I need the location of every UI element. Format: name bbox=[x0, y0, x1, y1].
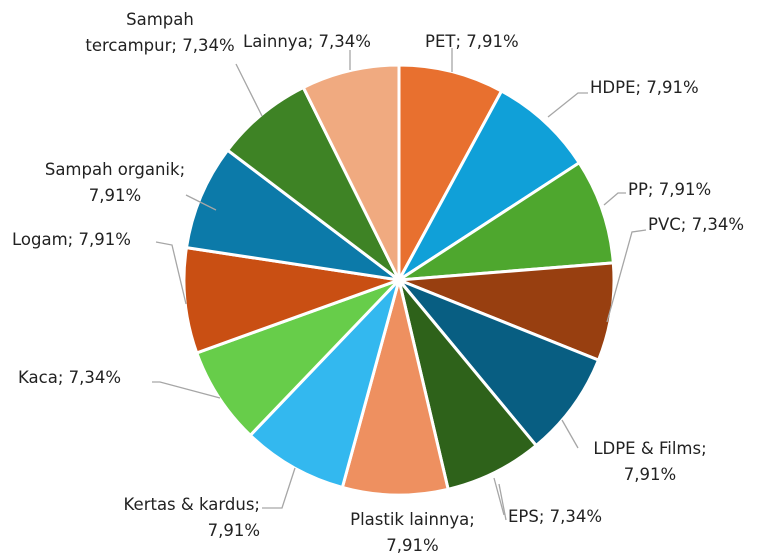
category-name: Sampah organik bbox=[44, 160, 180, 179]
category-name: PP bbox=[628, 180, 648, 199]
separator: ; bbox=[307, 32, 319, 51]
data-label: PP; 7,91% bbox=[628, 177, 763, 203]
separator: ; bbox=[57, 368, 69, 387]
data-label: PET; 7,91% bbox=[425, 29, 555, 55]
leader-line bbox=[547, 92, 588, 118]
data-label: Kertas & kardus; 7,91% bbox=[80, 492, 260, 544]
category-name: Kaca bbox=[18, 368, 58, 387]
data-label: EPS; 7,34% bbox=[508, 504, 628, 530]
leader-line bbox=[603, 192, 626, 206]
pie-slice bbox=[397, 278, 601, 448]
pie-slice bbox=[398, 160, 615, 282]
value-label: 7,34% bbox=[691, 215, 744, 234]
value-label: 7,91% bbox=[88, 186, 142, 205]
category-name: Logam bbox=[12, 230, 68, 249]
leader-line bbox=[493, 477, 505, 516]
category-name: PVC bbox=[648, 215, 681, 234]
category-name: Lainnya bbox=[243, 32, 308, 51]
leader-line bbox=[561, 419, 579, 449]
value-label: 7,91% bbox=[658, 180, 712, 199]
separator: ; bbox=[469, 510, 481, 529]
separator: ; bbox=[635, 78, 647, 97]
separator: ; bbox=[179, 160, 191, 179]
category-name: EPS bbox=[508, 507, 539, 526]
data-label: Lainnya; 7,34% bbox=[243, 29, 398, 55]
leader-line bbox=[155, 241, 187, 305]
category-name: PET bbox=[425, 32, 456, 51]
value-label: 7,34% bbox=[68, 368, 122, 387]
separator: ; bbox=[680, 215, 692, 234]
data-label: Sampah tercampur; 7,34% bbox=[80, 7, 240, 59]
category-name: Plastik lainnya bbox=[350, 510, 470, 529]
data-label: PVC; 7,34% bbox=[648, 212, 763, 238]
separator: ; bbox=[171, 36, 183, 55]
data-label: Plastik lainnya; 7,91% bbox=[325, 507, 500, 556]
data-label: Sampah organik; 7,91% bbox=[40, 157, 190, 209]
leader-line bbox=[498, 483, 507, 521]
value-label: 7,91% bbox=[466, 32, 519, 51]
value-label: 7,91% bbox=[207, 521, 260, 540]
value-label: 7,34% bbox=[182, 36, 235, 55]
value-label: 7,91% bbox=[623, 465, 677, 484]
category-name: Sampah tercampur bbox=[85, 10, 200, 55]
separator: ; bbox=[67, 230, 79, 249]
pie-slice bbox=[340, 279, 450, 497]
pie-slice bbox=[184, 148, 400, 282]
leader-line bbox=[185, 194, 217, 211]
leader-line bbox=[152, 381, 221, 399]
data-label: Kaca; 7,34% bbox=[18, 365, 153, 391]
data-label: HDPE; 7,91% bbox=[590, 75, 730, 101]
separator: ; bbox=[538, 507, 550, 526]
value-label: 7,91% bbox=[386, 536, 439, 555]
value-label: 7,34% bbox=[318, 32, 371, 51]
leader-line bbox=[262, 467, 296, 509]
value-label: 7,91% bbox=[646, 78, 699, 97]
leader-line bbox=[606, 229, 647, 323]
separator: ; bbox=[455, 32, 467, 51]
pie-slice bbox=[398, 261, 616, 363]
category-name: Kertas & kardus bbox=[123, 495, 255, 514]
leader-line bbox=[235, 63, 263, 117]
data-label: Logam; 7,91% bbox=[12, 227, 157, 253]
pie-slice bbox=[301, 63, 401, 281]
pie-slice bbox=[248, 278, 401, 490]
category-name: HDPE bbox=[590, 78, 636, 97]
value-label: 7,91% bbox=[78, 230, 131, 249]
value-label: 7,34% bbox=[549, 507, 603, 526]
pie-slice bbox=[397, 279, 539, 492]
data-label: LDPE & Films; 7,91% bbox=[575, 436, 725, 488]
separator: ; bbox=[254, 495, 266, 514]
separator: ; bbox=[701, 439, 712, 458]
category-name: LDPE & Films bbox=[593, 439, 702, 458]
pie-slice bbox=[397, 88, 582, 282]
separator: ; bbox=[647, 180, 659, 199]
